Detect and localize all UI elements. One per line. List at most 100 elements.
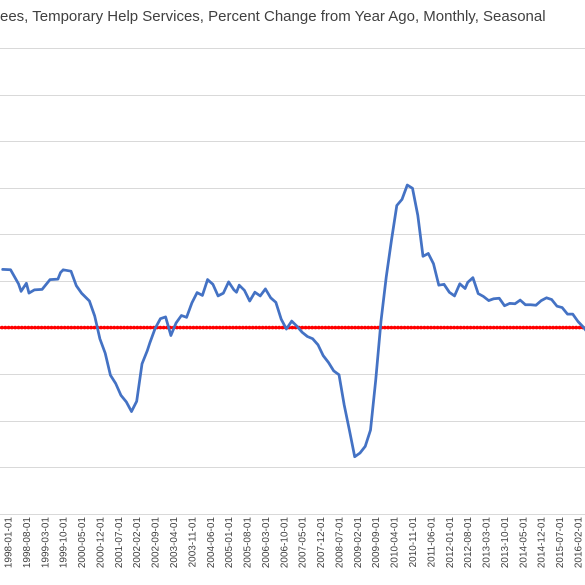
reference-line-marker: [135, 325, 140, 330]
reference-line-marker: [221, 325, 225, 330]
reference-line-marker: [399, 325, 404, 330]
reference-line-marker: [478, 325, 483, 330]
reference-line-marker: [458, 325, 463, 330]
reference-line-marker: [102, 325, 107, 330]
reference-line-marker: [188, 325, 192, 330]
reference-line-marker: [204, 325, 209, 330]
x-tick-label: 2014-05-01: [518, 517, 529, 569]
reference-line-marker: [109, 325, 113, 330]
reference-line-marker: [29, 325, 34, 330]
reference-line-marker: [363, 325, 367, 330]
reference-line-marker: [270, 325, 275, 330]
x-tick-label: 2013-10-01: [500, 517, 511, 569]
reference-line-marker: [538, 325, 542, 330]
x-tick-label: 1999-10-01: [59, 517, 70, 569]
reference-line-marker: [125, 325, 130, 330]
x-tick-label: 2015-07-01: [555, 517, 566, 569]
gridlines: [0, 48, 585, 515]
reference-line-marker: [89, 325, 93, 330]
reference-line-marker: [429, 325, 433, 330]
reference-line-marker: [79, 325, 83, 330]
reference-line-marker: [36, 325, 41, 330]
x-tick-label: 2010-11-01: [408, 517, 419, 568]
reference-line-marker: [198, 325, 202, 330]
reference-line-marker: [313, 325, 318, 330]
reference-line-marker: [567, 325, 572, 330]
reference-line-marker: [23, 325, 27, 330]
reference-line-marker: [320, 325, 324, 330]
reference-line-marker: [359, 325, 364, 330]
reference-line-marker: [218, 325, 222, 330]
x-tick-label: 2005-01-01: [224, 517, 235, 569]
reference-line-marker: [482, 325, 486, 330]
reference-line-marker: [211, 325, 215, 330]
x-tick-label: 2003-04-01: [169, 517, 180, 569]
reference-line-marker: [105, 325, 110, 330]
reference-line-marker: [561, 325, 565, 330]
x-tick-label: 2006-10-01: [279, 517, 290, 569]
reference-line-marker: [214, 325, 219, 330]
reference-line-marker: [419, 325, 423, 330]
reference-line-marker: [541, 325, 545, 330]
reference-line-marker: [181, 325, 186, 330]
reference-line-marker: [366, 325, 371, 330]
reference-line-marker: [554, 325, 559, 330]
reference-line-marker: [0, 325, 4, 330]
reference-line-marker: [53, 325, 57, 330]
reference-line-marker: [346, 325, 351, 330]
reference-line-marker: [132, 325, 136, 330]
reference-line-marker: [425, 325, 430, 330]
x-tick-label: 2004-06-01: [206, 517, 217, 569]
reference-line-marker: [508, 325, 512, 330]
reference-line-marker: [43, 325, 47, 330]
x-axis-tick-labels: 1998-01-01 1998-08-01 1999-03-01 1999-10-01…: [4, 517, 585, 569]
x-tick-label: 2007-12-01: [316, 517, 327, 569]
reference-line-marker: [158, 325, 163, 330]
reference-line-marker: [409, 325, 414, 330]
x-tick-label: 2008-07-01: [335, 517, 346, 569]
reference-line-marker: [383, 325, 387, 330]
reference-line-marker: [128, 325, 133, 330]
reference-line-marker: [274, 325, 278, 330]
series-group: [1, 183, 585, 459]
reference-line-marker: [69, 325, 74, 330]
reference-line-marker: [571, 325, 575, 330]
x-tick-label: 2009-09-01: [371, 517, 382, 569]
x-tick-label: 2011-06-01: [426, 517, 437, 568]
x-tick-label: 2012-08-01: [463, 517, 474, 569]
x-tick-label: 1998-01-01: [4, 517, 15, 569]
reference-line-marker: [20, 325, 24, 330]
reference-line-marker: [528, 325, 532, 330]
reference-line-marker: [452, 325, 456, 330]
reference-line-marker: [574, 325, 578, 330]
reference-line-marker: [495, 325, 499, 330]
reference-line-marker: [178, 325, 182, 330]
reference-line-marker: [577, 325, 582, 330]
x-tick-label: 2013-03-01: [482, 517, 493, 569]
reference-line-marker: [66, 325, 70, 330]
x-tick-label: 2005-08-01: [243, 517, 254, 569]
reference-line-marker: [86, 325, 90, 330]
reference-line-marker: [353, 325, 357, 330]
reference-line-marker: [280, 325, 285, 330]
reference-line-marker: [39, 325, 44, 330]
reference-line-marker: [142, 325, 146, 330]
reference-line-marker: [491, 325, 496, 330]
reference-line-marker: [33, 325, 37, 330]
reference-line-marker: [76, 325, 80, 330]
reference-line-marker: [336, 325, 341, 330]
reference-line-marker: [260, 325, 265, 330]
x-tick-label: 2010-04-01: [390, 517, 401, 569]
reference-line-marker: [277, 325, 282, 330]
reference-line-marker: [13, 325, 17, 330]
x-tick-label: 2003-11-01: [187, 517, 198, 568]
x-tick-label: 2000-05-01: [77, 517, 88, 569]
reference-line-marker: [548, 325, 552, 330]
reference-line-marker: [468, 325, 473, 330]
reference-line-marker: [432, 325, 437, 330]
reference-line-marker: [531, 325, 536, 330]
reference-line-marker: [234, 325, 239, 330]
reference-line-marker: [254, 325, 258, 330]
reference-line-marker: [472, 325, 476, 330]
